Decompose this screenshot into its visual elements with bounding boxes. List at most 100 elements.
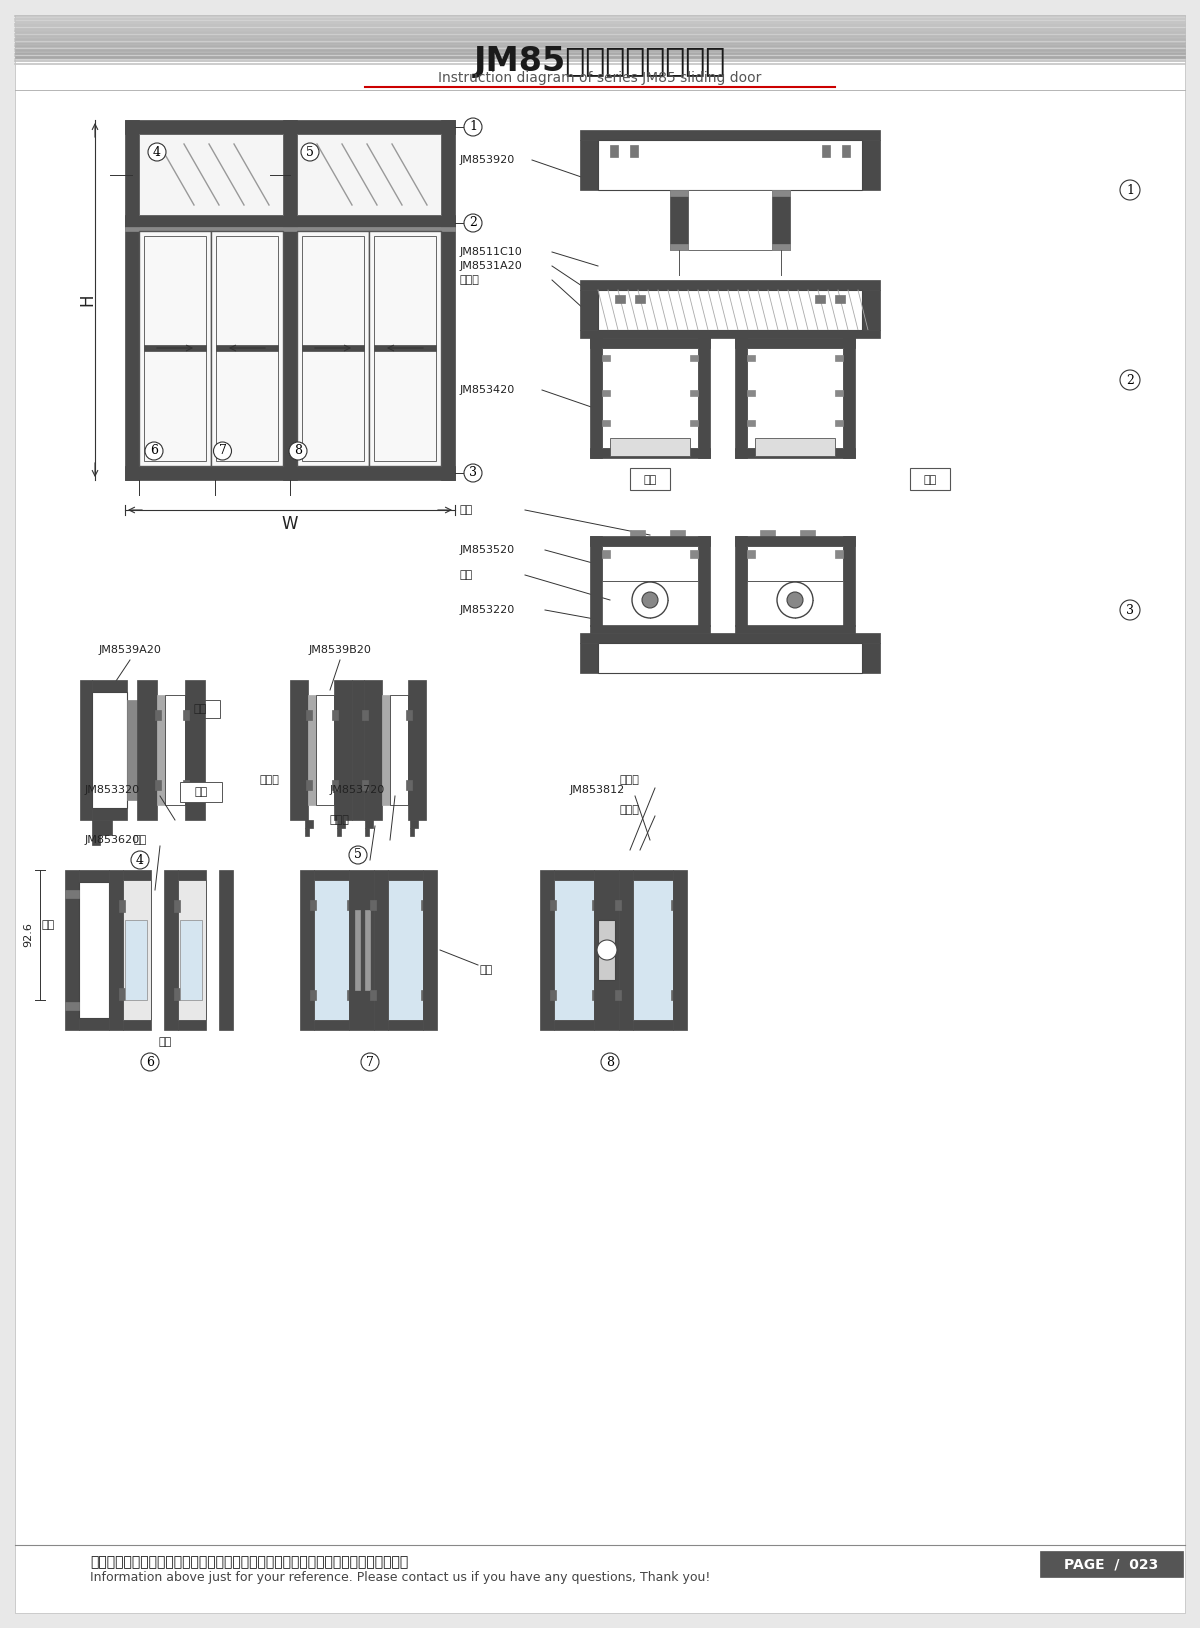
Bar	[180, 700, 220, 718]
Circle shape	[601, 1053, 619, 1071]
Bar	[14, 49, 1186, 50]
Text: 8: 8	[294, 444, 302, 457]
Bar	[180, 920, 202, 1000]
Bar	[370, 990, 376, 1000]
Bar	[119, 900, 125, 912]
Text: 室外: 室外	[133, 835, 146, 845]
Bar	[182, 780, 190, 790]
Bar	[590, 625, 710, 633]
Bar	[14, 46, 1186, 47]
Bar	[698, 339, 710, 457]
Text: JM8531A20: JM8531A20	[460, 260, 523, 270]
Text: 玻璃胶: 玻璃胶	[330, 816, 350, 825]
Bar	[302, 236, 364, 461]
Circle shape	[349, 847, 367, 864]
Text: Instruction diagram of series JM85 sliding door: Instruction diagram of series JM85 slidi…	[438, 72, 762, 85]
Bar	[862, 290, 880, 330]
Bar	[14, 55, 1186, 57]
Bar	[406, 710, 412, 720]
Bar	[671, 900, 677, 910]
Bar	[406, 780, 412, 790]
Bar	[910, 467, 950, 490]
Bar	[157, 695, 166, 804]
Bar	[80, 681, 92, 821]
Circle shape	[464, 213, 482, 233]
Bar	[185, 681, 205, 821]
Bar	[772, 190, 790, 195]
Bar	[630, 467, 670, 490]
Bar	[211, 231, 283, 466]
Bar	[800, 531, 815, 536]
Text: 玻璃胶: 玻璃胶	[620, 804, 640, 816]
Circle shape	[464, 464, 482, 482]
Bar	[308, 695, 316, 804]
Bar	[220, 869, 233, 1031]
Bar	[314, 881, 349, 1021]
Bar	[746, 550, 755, 558]
Bar	[688, 190, 772, 251]
Text: H: H	[78, 293, 96, 306]
Bar	[374, 345, 436, 352]
Bar	[421, 900, 427, 910]
Text: JM85系列推拉门结构图: JM85系列推拉门结构图	[474, 46, 726, 78]
Text: 图中所示型材截面、装配、编号、尺寸及重量仅供参考。如有疑问，请向本公司查询。: 图中所示型材截面、装配、编号、尺寸及重量仅供参考。如有疑问，请向本公司查询。	[90, 1555, 408, 1569]
Bar	[365, 821, 373, 829]
Text: 1: 1	[469, 120, 478, 133]
Bar	[362, 780, 368, 790]
Bar	[174, 988, 180, 1000]
Bar	[772, 244, 790, 251]
Text: 室内: 室内	[194, 786, 208, 798]
Bar	[580, 643, 598, 672]
Text: JM853520: JM853520	[460, 545, 515, 555]
Bar	[590, 339, 602, 457]
Bar	[352, 681, 364, 821]
Bar	[180, 781, 222, 803]
Bar	[355, 910, 360, 990]
Bar	[634, 869, 673, 881]
Text: 室内: 室内	[193, 703, 206, 715]
Circle shape	[1120, 181, 1140, 200]
Text: 4: 4	[136, 853, 144, 866]
Text: JM853920: JM853920	[460, 155, 515, 164]
Bar	[337, 821, 346, 829]
Bar	[698, 536, 710, 627]
Bar	[65, 1001, 79, 1009]
Bar	[634, 881, 673, 1021]
Bar	[14, 31, 1186, 33]
Text: 防盗器: 防盗器	[460, 275, 480, 285]
Text: Information above just for your reference. Please contact us if you have any que: Information above just for your referenc…	[90, 1571, 710, 1584]
Bar	[216, 345, 278, 352]
Bar	[124, 1021, 151, 1031]
Bar	[374, 869, 388, 1031]
Bar	[670, 190, 688, 195]
Bar	[347, 900, 353, 910]
Bar	[835, 295, 845, 303]
Bar	[734, 339, 854, 348]
Bar	[690, 391, 698, 396]
Bar	[540, 869, 554, 1031]
Bar	[734, 339, 746, 457]
Bar	[14, 24, 1186, 26]
Bar	[349, 869, 374, 1031]
Bar	[734, 448, 854, 457]
Bar	[862, 643, 880, 672]
Bar	[842, 339, 854, 457]
Bar	[772, 190, 790, 251]
Bar	[164, 869, 178, 1031]
Text: PAGE  /  023: PAGE / 023	[1064, 1556, 1158, 1571]
Bar	[673, 869, 686, 1031]
Circle shape	[131, 851, 149, 869]
Bar	[298, 133, 442, 215]
Circle shape	[632, 581, 668, 619]
Text: W: W	[282, 514, 299, 532]
Text: JM8539A20: JM8539A20	[98, 645, 162, 654]
Bar	[835, 420, 842, 427]
Bar	[155, 710, 161, 720]
Bar	[390, 695, 408, 804]
Bar	[14, 42, 1186, 46]
Bar	[65, 891, 79, 899]
Bar	[835, 355, 842, 361]
Bar	[842, 536, 854, 627]
Bar	[590, 536, 602, 627]
Bar	[125, 120, 455, 133]
